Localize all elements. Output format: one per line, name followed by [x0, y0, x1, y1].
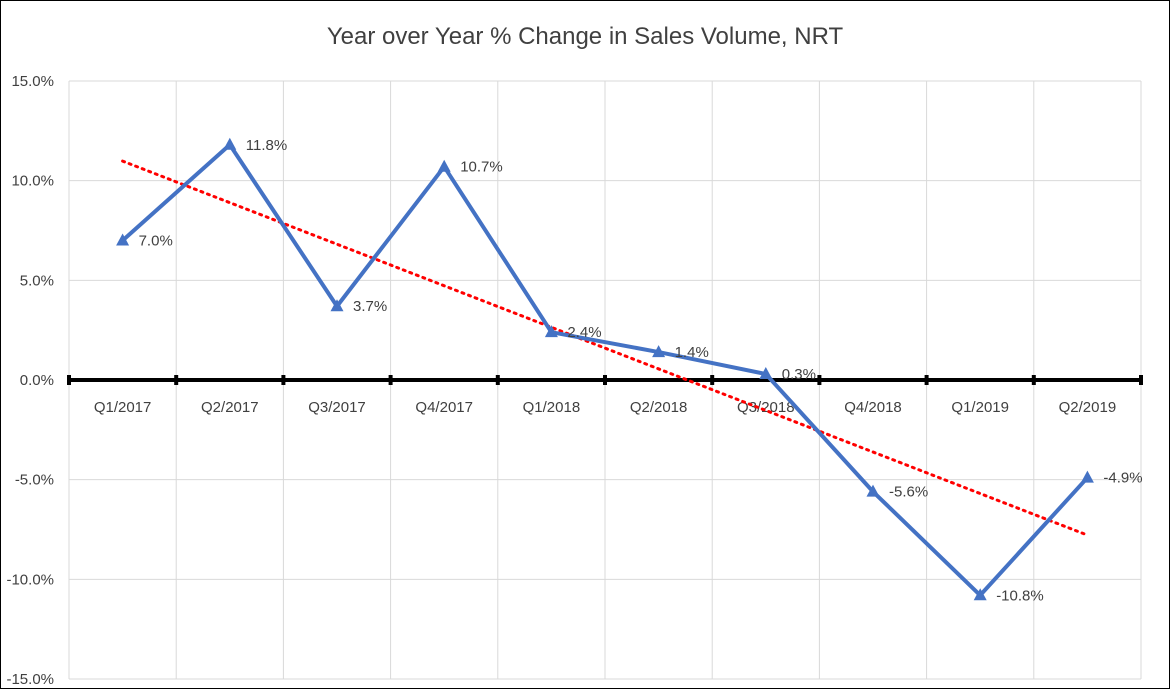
data-point-marker — [759, 367, 773, 380]
data-point-marker — [1080, 470, 1094, 483]
y-tick-label: 15.0% — [11, 73, 54, 90]
data-label: 2.4% — [567, 324, 601, 341]
x-axis: Q1/2017 Q2/2017 Q3/2017 Q4/2017 Q1/2018 Q2/20… — [67, 375, 1143, 416]
x-tick-label: Q1/2019 — [951, 399, 1009, 416]
series-line — [116, 137, 1094, 601]
y-tick-label: -15.0% — [6, 671, 54, 688]
x-tick-label: Q1/2018 — [523, 399, 581, 416]
y-tick-label: -10.0% — [6, 571, 54, 588]
data-point-marker — [544, 325, 558, 338]
x-tick-label: Q2/2019 — [1059, 399, 1117, 416]
data-point-marker — [330, 299, 344, 312]
data-label: 3.7% — [353, 298, 387, 315]
x-tick-label: Q2/2017 — [201, 399, 259, 416]
x-tick-label: Q3/2018 — [737, 399, 795, 416]
data-label: -4.9% — [1103, 470, 1142, 487]
x-tick-label: Q4/2017 — [415, 399, 473, 416]
data-label: -5.6% — [889, 484, 928, 501]
data-label: 10.7% — [460, 159, 503, 176]
x-tick-label: Q1/2017 — [94, 399, 152, 416]
trendline — [121, 159, 1089, 537]
data-point-marker — [437, 159, 451, 172]
x-tick-label: Q3/2017 — [308, 399, 366, 416]
data-point-marker — [973, 588, 987, 601]
data-point-marker — [116, 233, 130, 246]
series-polyline — [121, 142, 1089, 598]
data-label: 0.3% — [782, 366, 816, 383]
data-label: -10.8% — [996, 587, 1044, 604]
data-labels: 7.0% 11.8% 3.7% 10.7% 2.4% 1.4% 0.3% -5.6% -10.8… — [139, 137, 1143, 604]
trendline-path — [121, 159, 1089, 537]
data-label: 11.8% — [246, 137, 287, 154]
data-label: 1.4% — [675, 344, 709, 361]
y-axis-ticks: 15.0% 10.0% 5.0% 0.0% -5.0% -10.0% -15.0% — [6, 73, 54, 688]
data-label: 7.0% — [139, 232, 173, 249]
x-tick-label: Q2/2018 — [630, 399, 688, 416]
data-point-marker — [866, 484, 880, 497]
y-tick-label: 10.0% — [11, 173, 54, 190]
data-point-marker — [223, 137, 237, 150]
y-tick-label: -5.0% — [15, 472, 54, 489]
y-tick-label: 5.0% — [20, 272, 54, 289]
data-point-marker — [652, 345, 666, 358]
y-tick-label: 0.0% — [20, 372, 54, 389]
x-tick-label: Q4/2018 — [844, 399, 902, 416]
chart-title: Year over Year % Change in Sales Volume,… — [327, 23, 844, 50]
